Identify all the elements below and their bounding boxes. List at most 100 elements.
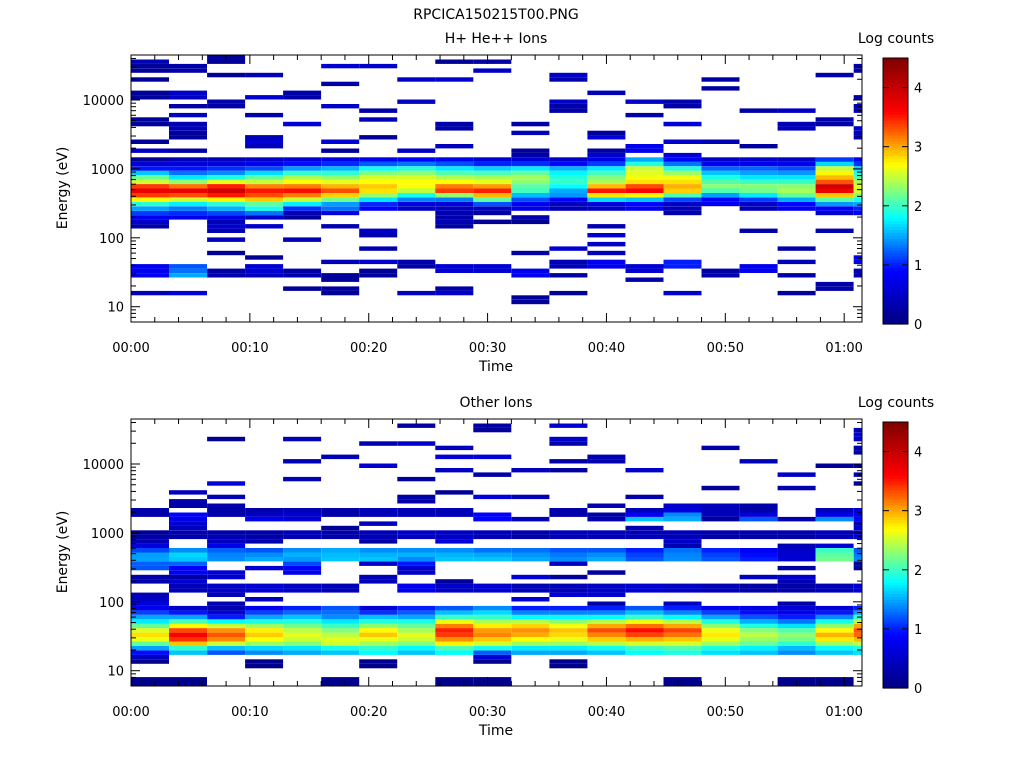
colorbar-segment [883,117,908,121]
heatmap-cell [131,206,169,211]
heatmap-cell [321,548,360,553]
colorbar-segment [883,96,908,100]
heatmap-cell [131,681,169,686]
heatmap-cell [207,104,246,109]
heatmap-cell [435,215,474,220]
colorbar-segment [883,575,908,580]
heatmap-cell [359,521,398,526]
heatmap-cell [321,192,360,198]
heatmap-cell [587,135,626,140]
heatmap-cell [777,121,816,127]
heatmap-cell [397,570,436,575]
heatmap-cell [131,574,169,580]
colorbar-segment [883,217,908,222]
colorbar-tick-label: 1 [914,623,922,638]
heatmap-cell [435,632,474,637]
heatmap-cell [131,139,169,144]
heatmap-cell [625,494,664,500]
heatmap-cell [625,170,664,176]
heatmap-cell [777,614,816,620]
heatmap-cell [245,201,284,207]
colorbar-segment [883,75,908,80]
heatmap-cell [283,90,322,96]
heatmap-cell [815,508,854,513]
heatmap-cell [777,677,816,682]
heatmap-cell [625,188,664,193]
colorbar-segment [883,516,908,521]
heatmap-cell [207,614,246,620]
heatmap-cell [777,628,816,633]
heatmap-cell [549,264,588,269]
heatmap-cell [283,179,322,184]
heatmap-cell [663,508,702,513]
heatmap-cell [169,530,207,535]
heatmap-cell [359,441,398,446]
heatmap-cell [207,610,246,615]
heatmap-cell [549,290,588,296]
heatmap-cell [321,184,360,189]
colorbar-tick-label: 4 [914,446,922,461]
y-axis: 10 100 1000 10000 [83,422,862,687]
heatmap-cell [701,86,740,91]
heatmap-cell [131,219,169,225]
heatmap-cell [853,516,862,522]
heatmap-cell [587,224,626,229]
heatmap-cell [853,481,862,486]
heatmap-cell [777,552,816,557]
panel-title: H+ He++ Ions [445,31,548,47]
heatmap-cell [663,192,702,198]
heatmap-cell [549,188,588,193]
heatmap-cell [245,255,284,260]
heatmap-cell [131,121,169,127]
heatmap-cell [625,610,664,615]
heatmap-cell [625,628,664,633]
heatmap-cell [549,663,588,669]
heatmap-cell [321,632,360,637]
heatmap-cell [587,259,626,265]
heatmap-cell [169,512,207,517]
heatmap-cell [473,454,512,460]
heatmap-cell [777,601,816,606]
colorbar-segment [883,185,908,189]
heatmap-cell [169,588,207,593]
colorbar-segment [883,285,908,290]
heatmap-cell [853,201,862,207]
heatmap-cell [739,268,778,273]
heatmap-cell [131,95,169,100]
heatmap-cell [625,192,664,198]
colorbar-segment [883,253,908,257]
heatmap-cell [625,157,664,162]
heatmap-cell [739,188,778,193]
heatmap-cell [169,525,207,531]
heatmap-cell [207,197,246,202]
colorbar-segment [883,131,908,136]
heatmap-cell [549,273,588,278]
heatmap-cell [587,637,626,642]
heatmap-cell [511,175,550,180]
heatmap-cell [815,463,854,468]
heatmap-cell [245,663,284,669]
heatmap-cell [283,201,322,207]
heatmap-cell [435,206,474,211]
heatmap-cell [283,619,322,624]
heatmap-cell [739,534,778,540]
y-tick-label: 1000 [91,163,124,178]
heatmap-cell [169,632,207,637]
heatmap-cell [587,459,626,464]
heatmap-cell [739,108,778,113]
heatmap-cell [169,499,207,504]
heatmap-cell [169,206,207,211]
heatmap-cell [169,614,207,620]
heatmap-cell [131,552,169,557]
colorbar-segment [883,569,908,574]
heatmap-cell [245,215,284,220]
heatmap-cell [549,650,588,655]
heatmap-cell [473,423,512,428]
colorbar-segment [883,114,908,118]
heatmap-cell [815,175,854,180]
colorbar-segment [883,267,908,272]
heatmap-cell [511,574,550,580]
colorbar-segment [883,78,908,83]
heatmap-cell [549,468,588,473]
